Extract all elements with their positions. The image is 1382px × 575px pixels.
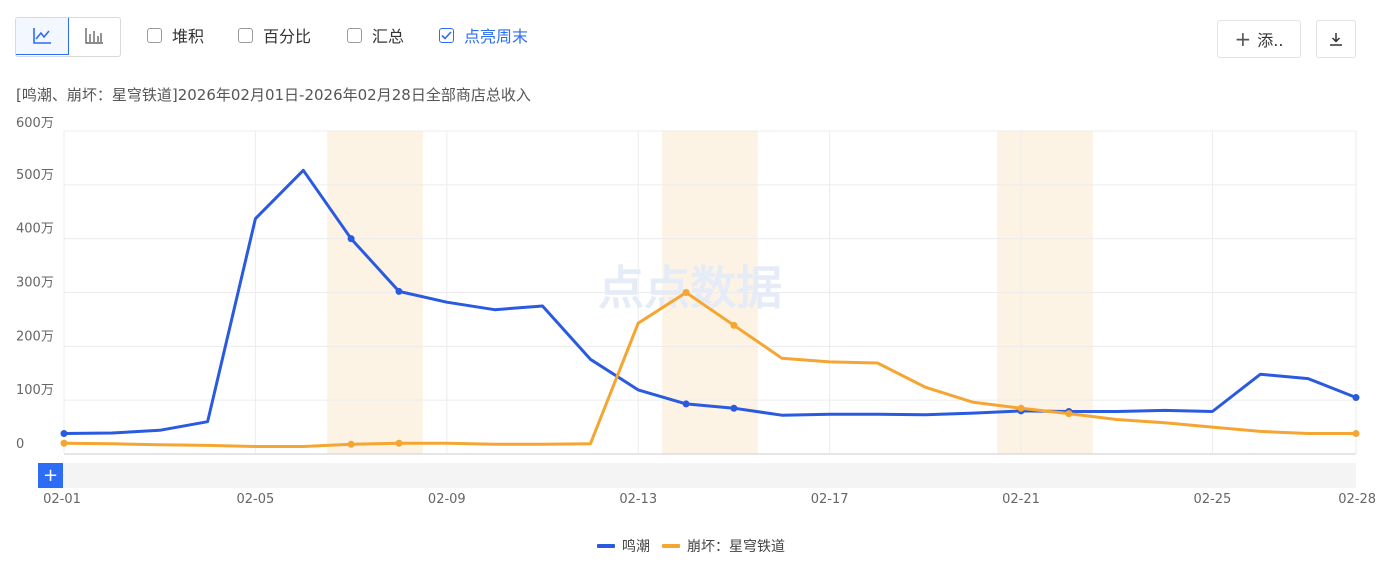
bar-chart-icon xyxy=(85,28,103,44)
highlight-weekend-checkbox[interactable]: 点亮周末 xyxy=(439,23,528,47)
checkbox-box xyxy=(238,27,253,43)
checkbox-box xyxy=(439,27,454,43)
highlight-weekend-label: 点亮周末 xyxy=(464,27,529,46)
y-tick-label: 400万 xyxy=(16,222,54,237)
y-tick-label: 500万 xyxy=(16,168,54,183)
series-2-point xyxy=(1017,404,1025,412)
legend-label: 鸣潮 xyxy=(622,539,650,555)
stack-checkbox[interactable]: 堆积 xyxy=(147,23,204,47)
series-2-point xyxy=(730,321,738,329)
checkbox-box xyxy=(147,27,162,43)
legend-label: 崩坏：星穹铁道 xyxy=(687,539,785,555)
plus-icon: + xyxy=(1234,27,1252,51)
chart-toolbar: 堆积 百分比 汇总 点亮周末 + 添.. xyxy=(0,0,1382,70)
download-icon xyxy=(1330,33,1342,46)
series-1-point xyxy=(60,430,68,438)
chart-legend: 鸣潮 崩坏：星穹铁道 xyxy=(0,536,1382,556)
series-2-point xyxy=(60,439,68,447)
series-2-point xyxy=(1065,410,1073,418)
x-tick-label: 02-13 xyxy=(619,492,657,507)
x-tick-label: 02-09 xyxy=(428,492,466,507)
zoom-scrollbar-track[interactable] xyxy=(38,463,1356,488)
zoom-expand-button[interactable] xyxy=(38,463,63,488)
watermark-text: 点点数据 xyxy=(598,261,782,315)
x-tick-label: 02-17 xyxy=(811,492,849,507)
series-1-point xyxy=(682,400,690,408)
legend-item-series-1[interactable]: 鸣潮 xyxy=(597,536,650,556)
percent-label: 百分比 xyxy=(263,27,312,46)
series-1-point xyxy=(1352,393,1360,401)
series-2-point xyxy=(1352,430,1360,438)
x-tick-label: 02-25 xyxy=(1194,492,1232,507)
add-button-label: 添.. xyxy=(1257,31,1284,50)
summary-label: 汇总 xyxy=(372,27,405,46)
series-2-point xyxy=(395,439,403,447)
line-chart-view-button[interactable] xyxy=(16,18,69,55)
checkbox-box xyxy=(347,27,362,43)
check-icon xyxy=(441,30,452,40)
series-2-point xyxy=(347,440,355,448)
series-1-point xyxy=(395,287,403,295)
legend-swatch xyxy=(597,544,615,548)
y-tick-label: 0 xyxy=(16,437,24,452)
bar-chart-view-button[interactable] xyxy=(68,18,120,54)
series-line-2 xyxy=(62,291,1358,448)
legend-item-series-2[interactable]: 崩坏：星穹铁道 xyxy=(662,536,785,556)
series-2-point xyxy=(682,289,690,296)
series-1-point xyxy=(730,404,738,412)
y-tick-label: 100万 xyxy=(16,383,54,398)
summary-checkbox[interactable]: 汇总 xyxy=(347,23,404,47)
y-tick-label: 600万 xyxy=(16,116,54,131)
percent-checkbox[interactable]: 百分比 xyxy=(238,23,311,47)
x-tick-label: 02-21 xyxy=(1002,492,1040,507)
view-toggle xyxy=(15,17,121,57)
plus-icon: + xyxy=(43,465,58,486)
x-tick-label: 02-01 xyxy=(43,492,81,507)
chart-title: [鸣潮、崩坏：星穹铁道]2026年02月01日-2026年02月28日全部商店总… xyxy=(16,86,531,104)
legend-swatch xyxy=(662,544,680,548)
series-line-1 xyxy=(62,168,1358,435)
series-1-point xyxy=(347,235,355,243)
x-tick-label: 02-28 xyxy=(1338,492,1376,507)
add-button[interactable]: + 添.. xyxy=(1217,20,1301,58)
download-button[interactable] xyxy=(1316,20,1356,58)
stack-label: 堆积 xyxy=(172,27,205,46)
y-tick-label: 200万 xyxy=(16,329,54,344)
y-tick-label: 300万 xyxy=(16,276,54,291)
line-chart-icon xyxy=(33,28,51,44)
x-tick-label: 02-05 xyxy=(237,492,275,507)
